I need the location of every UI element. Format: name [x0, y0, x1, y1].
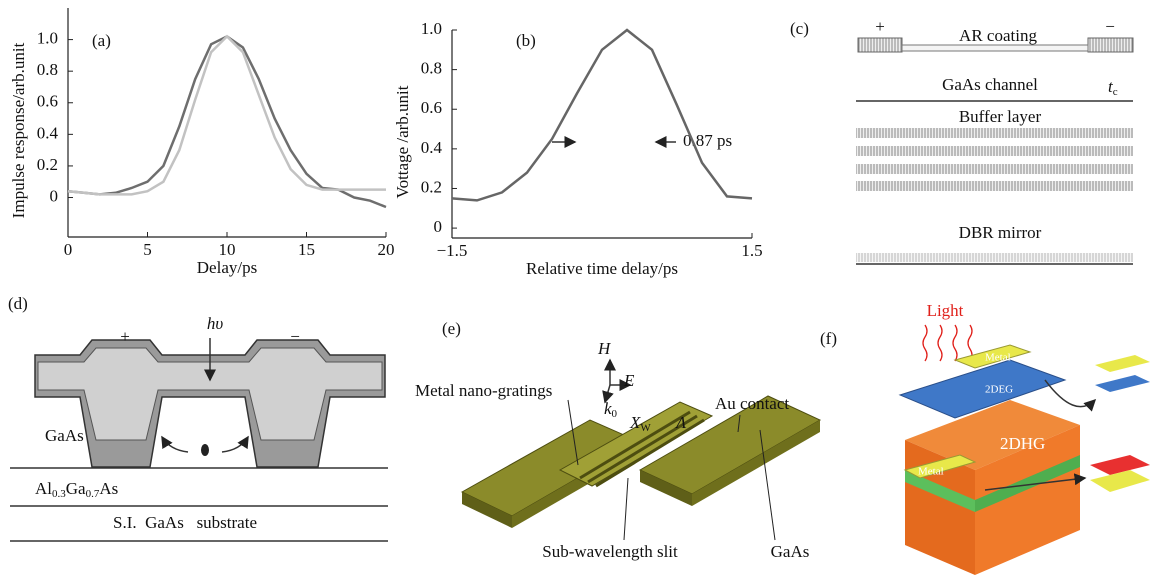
drift-arrow [222, 437, 248, 452]
plus-sign: + [875, 17, 885, 36]
y-tick-label: 0 [50, 186, 59, 205]
y-tick-label: 0.2 [421, 177, 442, 196]
panel-label: (e) [442, 319, 461, 338]
y-axis-label: Impulse response/arb.unit [9, 42, 28, 218]
subscript: c [1113, 86, 1118, 98]
annotation: (a) [92, 31, 111, 50]
layer-label: GaAs channel [942, 75, 1038, 94]
symbol: X [629, 413, 641, 432]
layer-label: AR coating [959, 26, 1037, 45]
callout: GaAs [771, 542, 810, 561]
minus-sign: − [1105, 17, 1115, 36]
y-axis-label: Vottage /arb.unit [393, 85, 412, 198]
curve [452, 30, 752, 200]
panel-f: (f) Light Metal 2DEG 2DHG Metal [820, 301, 1150, 575]
formula-part: As [99, 479, 118, 498]
dbr-band [856, 253, 1133, 262]
detail-metal [1090, 470, 1150, 492]
electrode [1088, 38, 1133, 52]
buffer-band [856, 128, 1133, 138]
panel-d: (d) + hυ − GaAs Al0.3Ga0.7As S.I. GaAs s… [8, 294, 388, 541]
panel-c: (c) + − AR coating GaAs channel tc Buffe… [790, 17, 1133, 264]
x-tick-label: −1.5 [437, 241, 468, 260]
buffer-band [856, 181, 1133, 191]
y-tick-label: 0.8 [421, 59, 442, 78]
panel-label: (d) [8, 294, 28, 313]
subscript: 0.7 [86, 488, 100, 500]
callout: Sub-wavelength slit [542, 542, 678, 561]
formula-part: Ga [66, 479, 86, 498]
light-label: Light [927, 301, 964, 320]
minus-sign: − [290, 327, 300, 346]
detail-metal [1095, 355, 1150, 372]
y-tick-label: 0.4 [421, 138, 443, 157]
layer-label: Buffer layer [959, 107, 1042, 126]
electrode [858, 38, 902, 52]
y-tick-label: 0.6 [37, 92, 58, 111]
field-label: k0 [604, 399, 618, 420]
formula-part: Al [35, 479, 52, 498]
x-tick-label: 20 [378, 240, 395, 259]
buffer-band [856, 164, 1133, 174]
subscript: W [640, 422, 651, 434]
annotation: (b) [516, 31, 536, 50]
panel-label: (f) [820, 329, 837, 348]
layer-label: GaAs [45, 426, 84, 445]
thickness-label: tc [1108, 77, 1118, 98]
layer-label: Al0.3Ga0.7As [35, 479, 118, 500]
layer-label: Metal [918, 466, 944, 478]
leader [624, 478, 628, 540]
detail-layer [1090, 455, 1150, 475]
subscript: 0 [612, 408, 618, 420]
x-tick-label: 5 [143, 240, 152, 259]
x-tick-label: 10 [219, 240, 236, 259]
drift-arrow [162, 437, 188, 452]
subscript: 0.3 [52, 488, 66, 500]
x-tick-label: 15 [298, 240, 315, 259]
y-tick-label: 0 [434, 217, 443, 236]
plus-sign: + [120, 327, 130, 346]
layer-label: 2DEG [985, 384, 1013, 396]
curve [68, 36, 386, 207]
layer-label: Metal [985, 352, 1011, 364]
panel-e: (e) H E k0 XW Λ Metal nano-gratings Au c… [415, 319, 820, 561]
field-label: E [623, 371, 635, 390]
light-rays [923, 325, 972, 361]
x-axis-label: Delay/ps [197, 258, 257, 277]
ar-layer [902, 45, 1088, 51]
detail-2deg [1095, 375, 1150, 392]
x-tick-label: 0 [64, 240, 73, 259]
curve [68, 36, 386, 194]
callout: Metal nano-gratings [415, 381, 552, 400]
x-tick-label: 1.5 [741, 241, 762, 260]
x-axis-label: Relative time delay/ps [526, 259, 678, 278]
2deg-slab [900, 360, 1065, 418]
y-tick-label: 0.6 [421, 98, 442, 117]
figure: (c) + − AR coating GaAs channel tc Buffe… [0, 0, 1166, 581]
dimension-label: XW [629, 413, 651, 434]
y-tick-label: 0.2 [37, 155, 58, 174]
y-tick-label: 1.0 [421, 19, 442, 38]
y-tick-label: 0.8 [37, 60, 58, 79]
dimension-label: Λ [674, 413, 687, 432]
panel-label: (c) [790, 19, 809, 38]
y-tick-label: 1.0 [37, 28, 58, 47]
carrier [201, 444, 209, 456]
layer-label: DBR mirror [959, 223, 1042, 242]
callout: Au contact [715, 394, 789, 413]
buffer-band [856, 146, 1133, 156]
field-label: H [597, 339, 612, 358]
photon-label: hυ [207, 314, 224, 333]
layer-label: S.I. GaAs substrate [113, 513, 257, 532]
y-tick-label: 0.4 [37, 123, 59, 142]
layer-label: 2DHG [1000, 434, 1045, 453]
